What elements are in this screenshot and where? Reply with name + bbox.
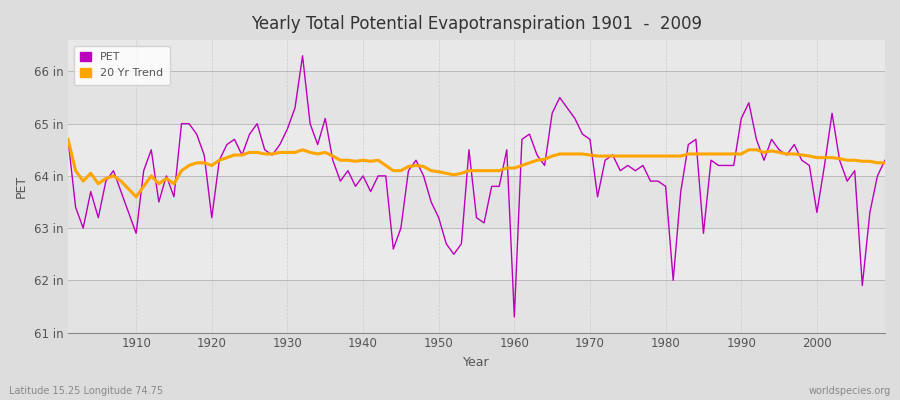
PET — [63, 137, 74, 142]
PET — [343, 168, 354, 173]
Text: worldspecies.org: worldspecies.org — [809, 386, 891, 396]
20 Yr Trend — [297, 147, 308, 152]
Bar — [68, 124, 885, 176]
PET — [123, 210, 134, 215]
Bar — [68, 228, 885, 280]
Line: 20 Yr Trend: 20 Yr Trend — [68, 139, 885, 197]
20 Yr Trend — [608, 154, 618, 158]
PET — [879, 158, 890, 163]
X-axis label: Year: Year — [464, 356, 490, 369]
20 Yr Trend — [63, 137, 74, 142]
Text: Latitude 15.25 Longitude 74.75: Latitude 15.25 Longitude 74.75 — [9, 386, 163, 396]
20 Yr Trend — [343, 158, 354, 163]
PET — [508, 314, 519, 319]
PET — [615, 168, 626, 173]
PET — [290, 106, 301, 110]
Bar — [68, 176, 885, 228]
20 Yr Trend — [879, 160, 890, 165]
PET — [517, 137, 527, 142]
Bar — [68, 280, 885, 332]
Bar — [68, 72, 885, 124]
20 Yr Trend — [508, 166, 519, 170]
Line: PET: PET — [68, 56, 885, 317]
20 Yr Trend — [130, 194, 141, 199]
Title: Yearly Total Potential Evapotranspiration 1901  -  2009: Yearly Total Potential Evapotranspiratio… — [251, 15, 702, 33]
Y-axis label: PET: PET — [15, 175, 28, 198]
Legend: PET, 20 Yr Trend: PET, 20 Yr Trend — [74, 46, 170, 85]
20 Yr Trend — [123, 186, 134, 191]
PET — [524, 132, 535, 136]
PET — [297, 53, 308, 58]
20 Yr Trend — [517, 163, 527, 168]
